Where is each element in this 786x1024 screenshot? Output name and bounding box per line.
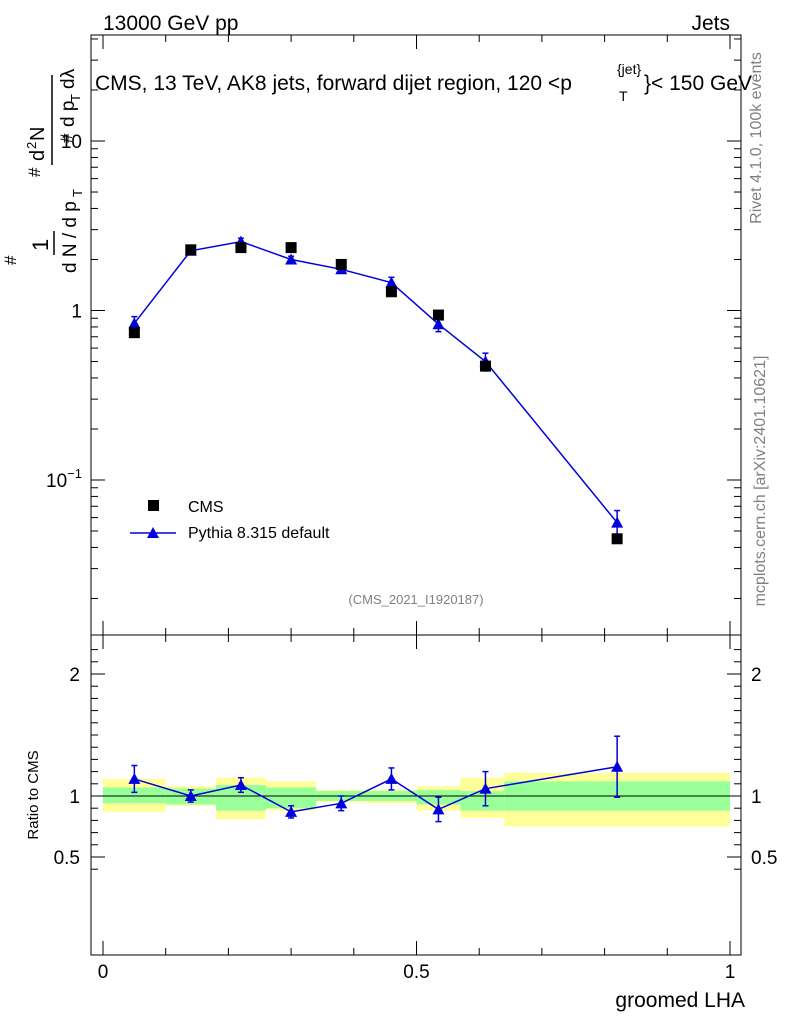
svg-text:2: 2: [24, 142, 39, 149]
ratio-mc-point: [611, 760, 624, 772]
ratio-mc-point: [432, 803, 445, 815]
ratio-y-tick-label: 1: [69, 787, 80, 808]
svg-text:#: #: [1, 255, 20, 265]
cms-point: [128, 327, 140, 339]
ratio-y-tick-label-right: 2: [751, 665, 762, 686]
energy-label: 13000 GeV pp: [103, 12, 238, 35]
mc-point: [128, 317, 141, 329]
legend-cms-label: CMS: [188, 499, 224, 516]
cms-series: [128, 242, 623, 545]
ratio-y-tick-label: 0.5: [54, 848, 80, 869]
legend-mc-label: Pythia 8.315 default: [188, 525, 330, 542]
ratio-mc-point: [128, 772, 141, 784]
cms-point: [235, 242, 247, 254]
svg-text:N: N: [27, 127, 49, 141]
ratio-y-tick-label-right: 0.5: [751, 848, 777, 869]
plot-title-sup: {jet}: [617, 61, 641, 77]
main-axis-ticks: [91, 35, 741, 635]
ratio-mc-point: [184, 790, 197, 801]
ratio-band-inner: [460, 791, 505, 811]
analysis-id: (CMS_2021_I1920187): [348, 592, 483, 607]
x-tick-label: 1: [725, 962, 736, 983]
cms-point: [335, 258, 347, 270]
mc-series: [128, 235, 624, 538]
mc-point: [611, 516, 624, 528]
svg-text:#: #: [25, 167, 44, 177]
legend-mc-marker: [147, 527, 159, 538]
plot-title: CMS, 13 TeV, AK8 jets, forward dijet reg…: [95, 61, 752, 104]
ratio-y-axis-label: Ratio to CMS: [25, 750, 42, 839]
ratio-y-tick-labels: 0.5 0.5 1 1 2 2: [54, 665, 778, 869]
cms-point: [611, 533, 623, 545]
cms-point: [432, 309, 444, 321]
main-y-tick-labels: 10−1 1 10: [46, 132, 82, 492]
ratio-mc-point: [234, 779, 247, 791]
mc-point: [385, 276, 398, 288]
svg-text:1: 1: [28, 239, 53, 251]
main-plot-frame: [90, 34, 742, 636]
ratio-uncertainty-bands: [103, 772, 730, 827]
mc-point: [432, 318, 445, 330]
x-axis-label: groomed LHA: [615, 989, 745, 1012]
svg-text:dλ: dλ: [58, 68, 79, 89]
main-y-tick-label: 1: [71, 302, 82, 323]
cms-point: [285, 242, 297, 254]
legend-cms-marker: [148, 500, 159, 511]
rivet-version-text: Rivet 4.1.0, 100k events: [748, 52, 765, 224]
legend: CMS Pythia 8.315 default: [130, 499, 330, 542]
svg-text:d N / d p: d N / d p: [60, 201, 81, 273]
ratio-mc-point: [285, 805, 298, 817]
svg-text:#: #: [57, 133, 76, 143]
cms-point: [385, 286, 397, 298]
mc-line: [133, 240, 618, 524]
ratio-axis-ticks: [91, 635, 741, 955]
mc-point: [285, 253, 298, 265]
x-tick-label: 0: [98, 962, 109, 983]
svg-text:d: d: [27, 150, 49, 161]
cms-point: [479, 360, 491, 372]
plot-title-end: }< 150 GeV: [644, 72, 752, 95]
cms-point: [185, 244, 197, 256]
main-y-axis-label: # 1 d N / d p T # d 2 N # d p T dλ: [1, 68, 85, 273]
x-tick-label: 0.5: [403, 962, 429, 983]
main-y-tick-label: 10: [61, 132, 82, 153]
ratio-y-tick-label-right: 1: [751, 787, 762, 808]
svg-text:T: T: [68, 94, 83, 102]
ratio-band-inner: [266, 787, 317, 809]
svg-text:d p: d p: [58, 101, 79, 127]
ratio-band-inner: [103, 787, 166, 804]
ratio-mc-point: [385, 772, 398, 784]
mcplots-reference-text: mcplots.cern.ch [arXiv:2401.10621]: [752, 356, 769, 607]
svg-text:T: T: [70, 189, 85, 197]
ratio-x-tick-labels: 0 0.5 1: [98, 962, 736, 983]
ratio-mc-point: [479, 782, 492, 794]
ratio-mc-point: [335, 797, 348, 809]
ratio-mc-series: [128, 735, 624, 823]
plot-title-sub: T: [619, 88, 628, 104]
main-y-tick-label: 10−1: [46, 466, 82, 492]
category-label: Jets: [691, 12, 730, 35]
plot-title-main: CMS, 13 TeV, AK8 jets, forward dijet reg…: [95, 72, 572, 95]
ratio-y-tick-label: 2: [69, 665, 80, 686]
